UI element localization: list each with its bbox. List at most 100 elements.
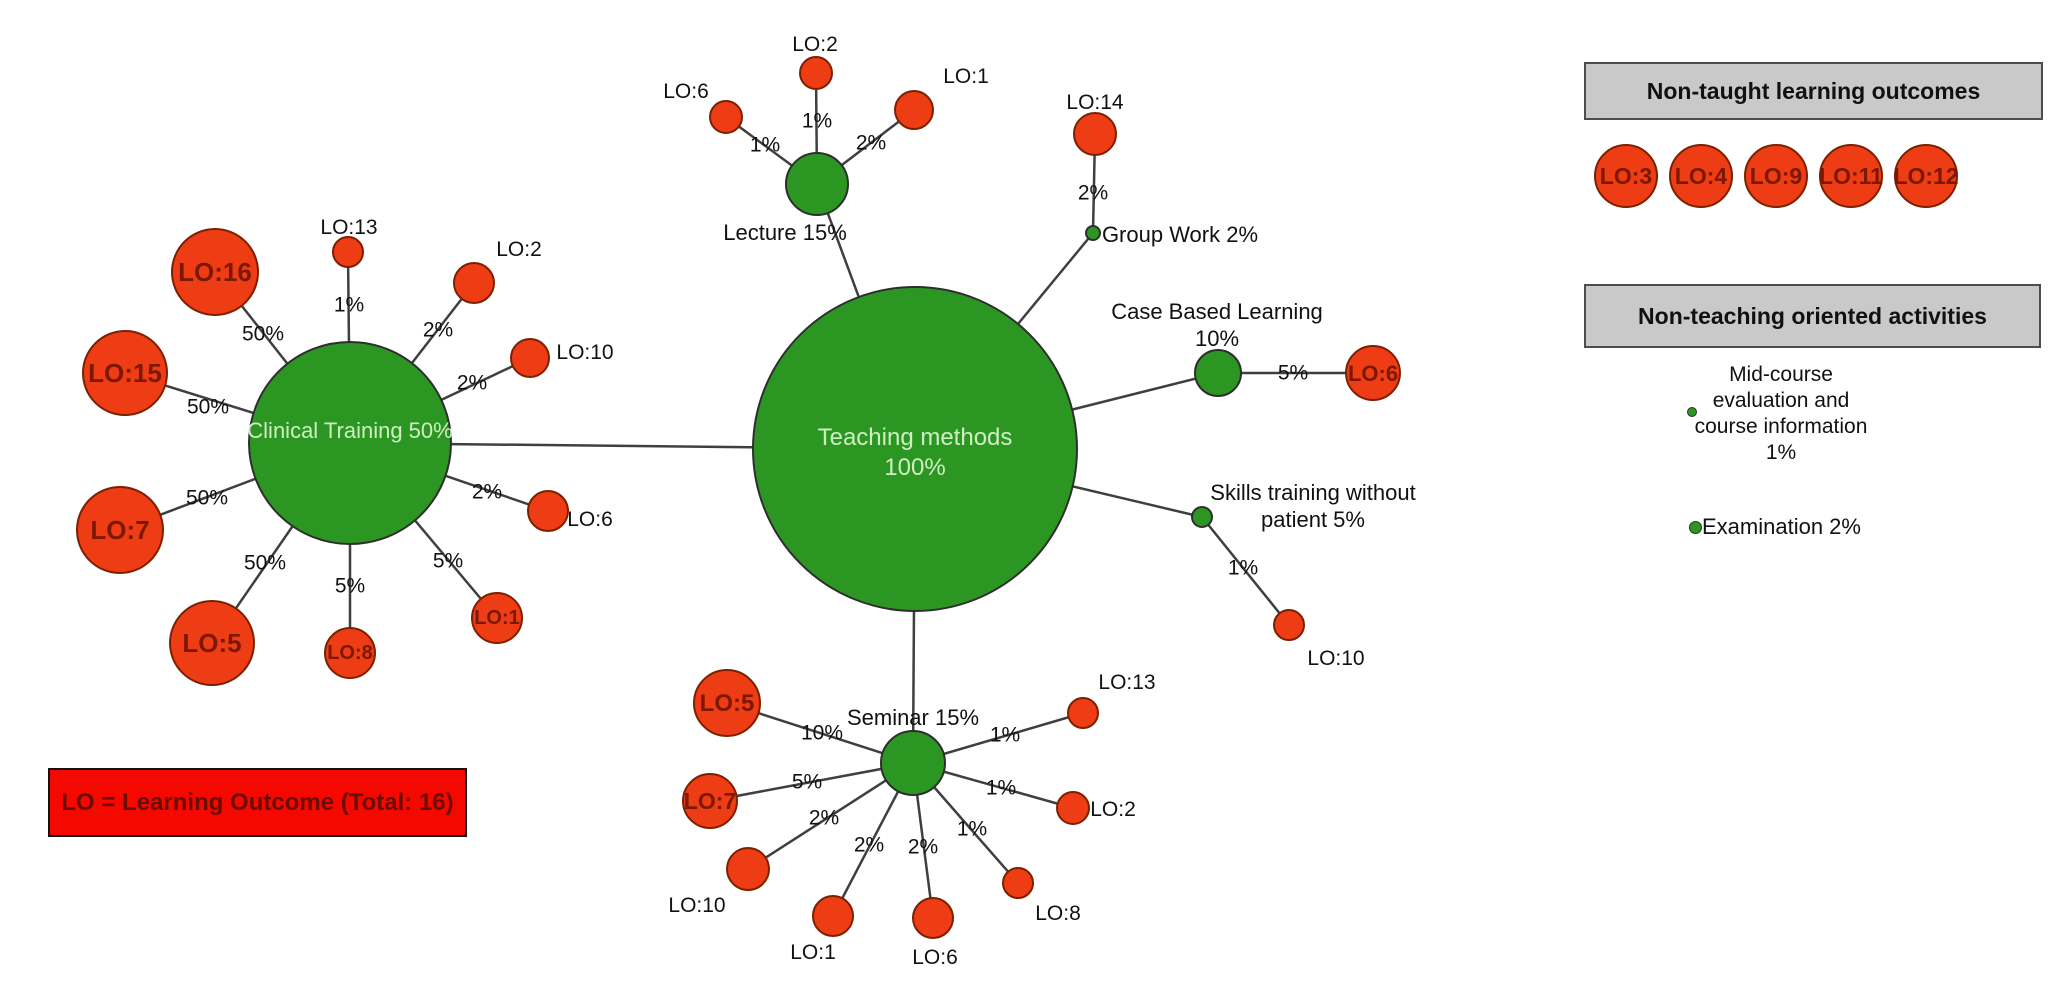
node-c13 — [332, 236, 364, 268]
node-seminar — [880, 730, 946, 796]
node-m2 — [1056, 791, 1090, 825]
edge-label-lecture-l1: 2% — [856, 132, 886, 155]
nonteaching-legend-header: Non-teaching oriented activities — [1584, 284, 2041, 348]
label-seminar: Seminar 15% — [847, 705, 979, 730]
label-m8: LO:8 — [1035, 902, 1081, 925]
node-m6 — [912, 897, 954, 939]
node-g14 — [1073, 112, 1117, 156]
label-m6: LO:6 — [912, 946, 958, 969]
label-cbl: Case Based Learning 10% — [1111, 299, 1323, 351]
edge-label-clinical-c15: 50% — [187, 396, 229, 419]
node-c8 — [324, 627, 376, 679]
edge-skills-s10 — [1201, 516, 1290, 626]
legend-outcome-circle: LO:9 — [1744, 144, 1808, 208]
edge-label-clinical-c8: 5% — [335, 575, 365, 598]
node-c6 — [527, 490, 569, 532]
node-s10 — [1273, 609, 1305, 641]
label-cb6: LO:6 — [1348, 361, 1398, 386]
edge-label-seminar-m8: 1% — [957, 818, 987, 841]
node-l1 — [894, 90, 934, 130]
label-lecture: Lecture 15% — [723, 220, 847, 245]
midcourse-bullet-dot-icon — [1687, 407, 1697, 417]
legend-outcome-circle: LO:3 — [1594, 144, 1658, 208]
node-cb6 — [1345, 345, 1401, 401]
label-c5: LO:5 — [182, 628, 241, 658]
edge-label-clinical-c5: 50% — [244, 552, 286, 575]
node-c7 — [76, 486, 164, 574]
examination-label: Examination 2% — [1702, 514, 1861, 539]
nontaught-legend-header: Non-taught learning outcomes — [1584, 62, 2043, 120]
label-c15: LO:15 — [88, 358, 162, 388]
node-c16 — [171, 228, 259, 316]
label-l1: LO:1 — [943, 65, 989, 88]
label-g14: LO:14 — [1066, 91, 1124, 114]
edge-label-lecture-l6: 1% — [750, 134, 780, 157]
node-c2 — [453, 262, 495, 304]
edge-label-clinical-c10: 2% — [457, 372, 487, 395]
node-m1 — [812, 895, 854, 937]
label-c8: LO:8 — [327, 642, 373, 664]
node-skills — [1191, 506, 1213, 528]
node-l2 — [799, 56, 833, 90]
label-m10: LO:10 — [668, 894, 725, 917]
node-m10 — [726, 847, 770, 891]
node-c15 — [82, 330, 168, 416]
midcourse-label-line: 1% — [1765, 441, 1797, 464]
label-groupwork: Group Work 2% — [1102, 222, 1258, 247]
edge-label-seminar-m1: 2% — [854, 834, 884, 857]
edge-label-groupwork-g14: 2% — [1078, 182, 1108, 205]
node-cbl — [1194, 349, 1242, 397]
label-m7: LO:7 — [684, 788, 736, 814]
label-c10: LO:10 — [556, 341, 613, 364]
edge-label-seminar-m2: 1% — [986, 777, 1016, 800]
edge-label-clinical-c13: 1% — [334, 294, 364, 317]
label-clinical: Clinical Training 50% — [247, 418, 452, 443]
label-s10: LO:10 — [1307, 647, 1364, 670]
midcourse-label-line: course information — [1694, 415, 1868, 438]
lo-abbreviation-footnote: LO = Learning Outcome (Total: 16) — [48, 768, 467, 837]
node-lecture — [785, 152, 849, 216]
label-c6: LO:6 — [567, 508, 613, 531]
node-m13 — [1067, 697, 1099, 729]
label-skills: Skills training without patient 5% — [1210, 480, 1415, 532]
node-m5 — [693, 669, 761, 737]
edge-label-cbl-cb6: 5% — [1278, 362, 1308, 385]
label-c16: LO:16 — [178, 257, 252, 287]
edge-label-lecture-l2: 1% — [802, 110, 832, 133]
edge-label-skills-s10: 1% — [1228, 557, 1258, 580]
edge-label-seminar-m7: 5% — [792, 771, 822, 794]
label-c1: LO:1 — [474, 607, 520, 629]
node-c5 — [169, 600, 255, 686]
midcourse-label-line: Mid-course — [1729, 363, 1833, 386]
label-m13: LO:13 — [1098, 671, 1155, 694]
label-l6: LO:6 — [663, 80, 709, 103]
edge-label-clinical-c16: 50% — [242, 323, 284, 346]
midcourse-label-line: evaluation and — [1712, 389, 1850, 412]
label-teaching: Teaching methods 100% — [818, 424, 1013, 481]
edge-label-seminar-m10: 2% — [809, 807, 839, 830]
label-c7: LO:7 — [90, 515, 149, 545]
node-l6 — [709, 100, 743, 134]
edge-label-clinical-c1: 5% — [433, 550, 463, 573]
node-c1 — [471, 592, 523, 644]
label-l2: LO:2 — [792, 33, 838, 56]
label-m5: LO:5 — [700, 690, 755, 717]
edge-label-seminar-m5: 10% — [801, 722, 843, 745]
edge-label-clinical-c2: 2% — [423, 319, 453, 342]
label-m1: LO:1 — [790, 941, 836, 964]
edge-label-seminar-m6: 2% — [908, 836, 938, 859]
node-c10 — [510, 338, 550, 378]
examination-bullet-dot-icon — [1689, 521, 1702, 534]
legend-outcome-circle: LO:4 — [1669, 144, 1733, 208]
node-m7 — [682, 773, 738, 829]
node-groupwork — [1085, 225, 1101, 241]
label-c2: LO:2 — [496, 238, 542, 261]
edge-label-clinical-c6: 2% — [472, 481, 502, 504]
label-m2: LO:2 — [1090, 798, 1136, 821]
node-teaching — [752, 286, 1078, 612]
legend-outcome-circle: LO:11 — [1819, 144, 1883, 208]
edge-label-seminar-m13: 1% — [990, 724, 1020, 747]
nontaught-outcome-circles: LO:3 LO:4 LO:9 LO:11 LO:12 — [1594, 144, 1959, 208]
